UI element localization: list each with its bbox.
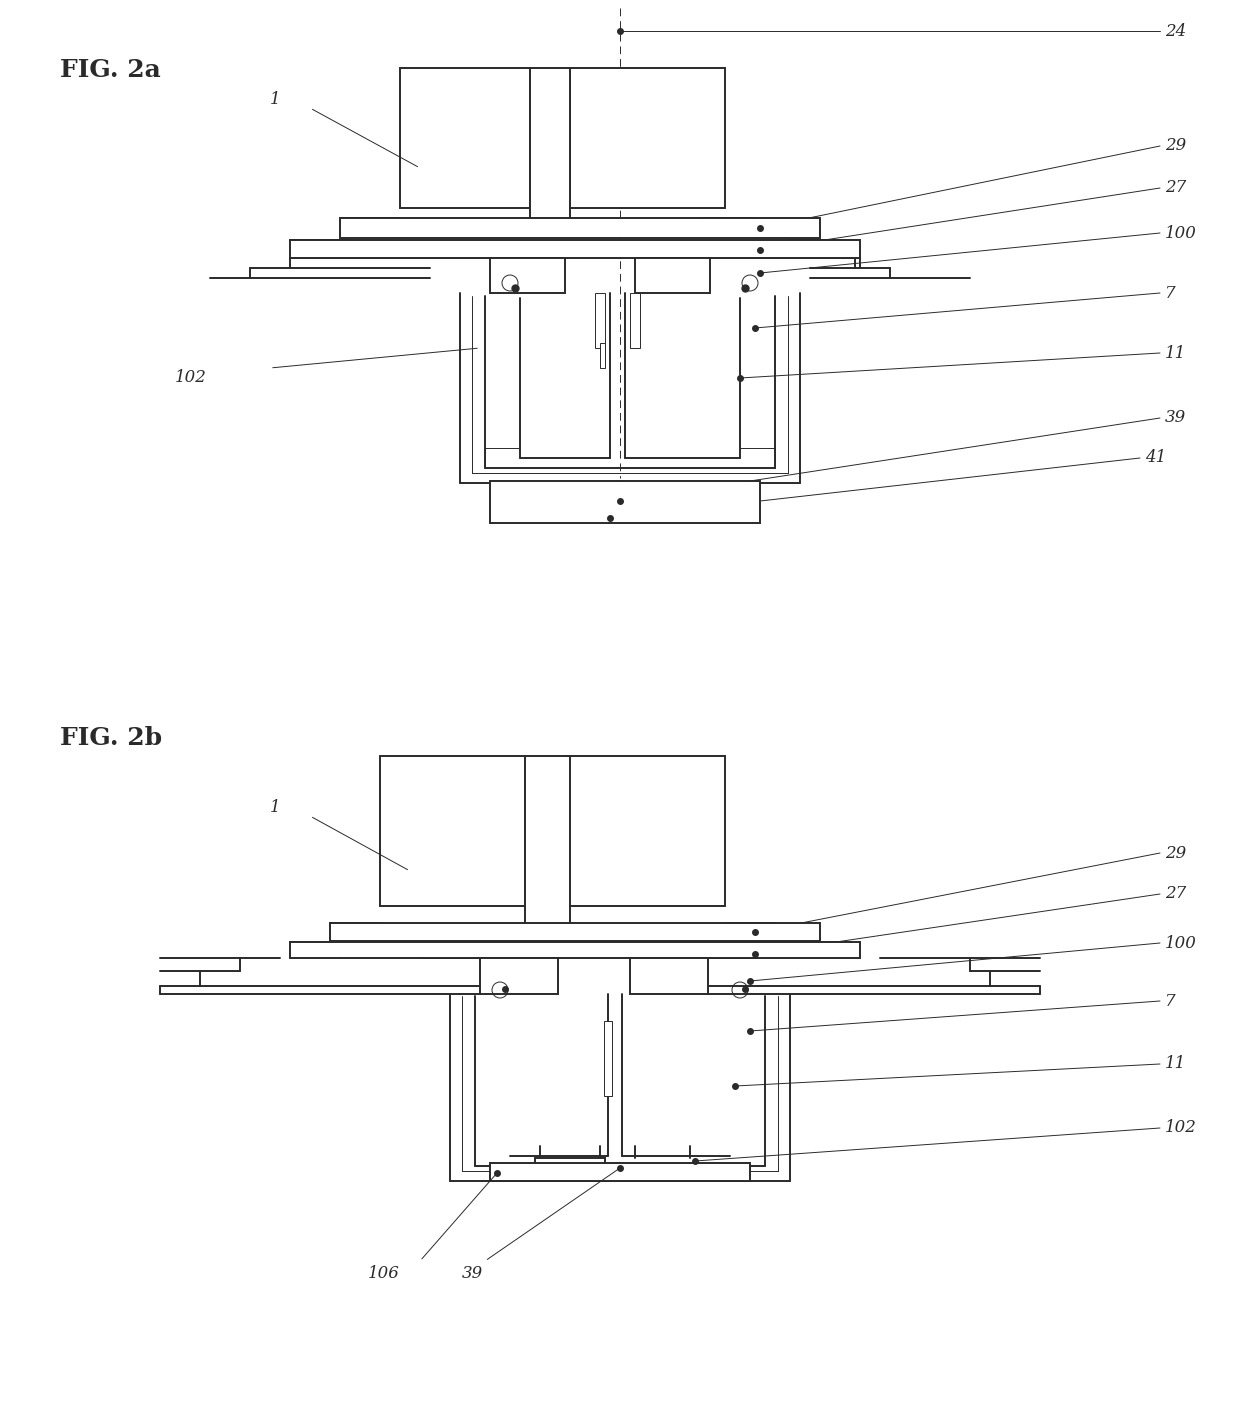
Bar: [635, 258, 711, 293]
Text: 29: 29: [1166, 137, 1187, 154]
Bar: [490, 1163, 750, 1181]
Bar: [490, 258, 565, 293]
Bar: [290, 239, 861, 258]
Text: 41: 41: [1145, 449, 1167, 466]
Text: 39: 39: [1166, 409, 1187, 426]
Bar: [565, 756, 725, 906]
Bar: [604, 1021, 613, 1096]
Text: 11: 11: [1166, 1055, 1187, 1072]
Text: 102: 102: [175, 370, 207, 387]
Bar: [595, 293, 605, 348]
Text: 29: 29: [1166, 844, 1187, 861]
Text: 39: 39: [463, 1264, 484, 1281]
Bar: [340, 218, 820, 238]
Text: 27: 27: [1166, 885, 1187, 902]
Text: 7: 7: [1166, 993, 1176, 1010]
Text: 27: 27: [1166, 180, 1187, 197]
Bar: [525, 756, 570, 927]
Bar: [379, 756, 525, 906]
Bar: [630, 293, 640, 348]
Text: FIG. 2a: FIG. 2a: [60, 58, 161, 82]
Bar: [600, 343, 605, 368]
Text: 1: 1: [270, 800, 280, 817]
Bar: [534, 1158, 605, 1177]
Bar: [330, 923, 820, 942]
Text: 11: 11: [1166, 344, 1187, 361]
Text: 24: 24: [1166, 23, 1187, 40]
Bar: [401, 68, 529, 208]
Bar: [480, 959, 558, 994]
Bar: [630, 959, 708, 994]
Text: 106: 106: [368, 1264, 399, 1281]
Text: 100: 100: [1166, 935, 1197, 952]
Bar: [290, 942, 861, 959]
Text: 7: 7: [1166, 285, 1176, 302]
Bar: [570, 68, 725, 208]
Bar: [490, 481, 760, 523]
Text: 100: 100: [1166, 225, 1197, 242]
Text: FIG. 2b: FIG. 2b: [60, 726, 162, 750]
Bar: [529, 68, 570, 228]
Text: 102: 102: [1166, 1120, 1197, 1137]
Text: 1: 1: [270, 92, 280, 109]
